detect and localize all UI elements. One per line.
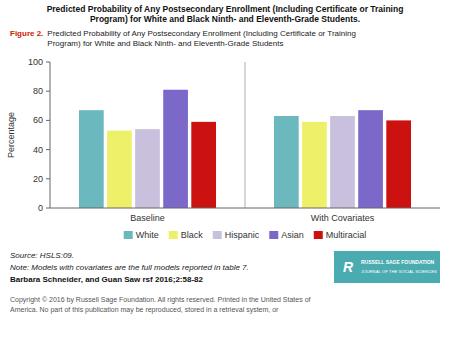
legend-label: White (136, 230, 159, 240)
y-tick-label: 20 (33, 174, 43, 184)
chart: Predicted Probability of Any Postseconda… (0, 0, 450, 338)
title: Program) for White and Black Ninth- and … (90, 14, 360, 24)
bar (107, 131, 132, 208)
y-tick (46, 120, 50, 121)
logo-text: JOURNAL OF THE SOCIAL SCIENCES (361, 269, 437, 274)
y-axis-label: Percentage (6, 112, 16, 158)
bar (274, 116, 299, 208)
logo-text: RUSSELL SAGE FOUNDATION (361, 259, 435, 265)
legend-label: Asian (281, 230, 304, 240)
y-tick-label: 100 (28, 57, 43, 67)
x-tick-label: Baseline (130, 213, 165, 223)
bar (302, 122, 327, 208)
background (0, 0, 450, 338)
legend-label: Multiracial (326, 230, 367, 240)
bar (191, 122, 216, 208)
y-tick (46, 178, 50, 179)
legend-swatch (213, 231, 222, 239)
x-axis (50, 208, 440, 209)
legend-swatch (314, 231, 323, 239)
bar (163, 90, 188, 208)
logo-mark: R (343, 259, 354, 275)
y-tick-label: 80 (33, 86, 43, 96)
bar (135, 129, 160, 208)
legend-label: Black (181, 230, 204, 240)
y-tick (46, 208, 50, 209)
legend-swatch (269, 231, 278, 239)
source: Source: HSLS:09. (10, 251, 74, 260)
copyright: America. No part of this publication may… (10, 306, 279, 314)
group-divider (245, 62, 246, 208)
x-tick-label: With Covariates (311, 213, 375, 223)
legend: White Black Hispanic Asian Multiracial (124, 230, 367, 240)
legend-swatch (169, 231, 178, 239)
note: Note: Models with covariates are the ful… (10, 263, 249, 272)
y-tick (46, 91, 50, 92)
figure-label: Figure 2. (10, 29, 43, 38)
bar (79, 110, 104, 208)
author: Barbara Schneider, and Guan Saw rsf 2016… (10, 275, 204, 284)
y-tick (46, 149, 50, 150)
legend-swatch (124, 231, 133, 239)
logo-box (334, 251, 440, 283)
bar (386, 120, 411, 208)
y-tick-label: 60 (33, 115, 43, 125)
caption: Program) for White and Black Ninth- and … (47, 39, 283, 48)
y-tick-label: 0 (38, 203, 43, 213)
title: Predicted Probability of Any Postseconda… (47, 4, 404, 14)
y-tick (46, 62, 50, 63)
caption: Predicted Probability of Any Postseconda… (47, 29, 356, 38)
y-axis (50, 62, 51, 208)
copyright: Copyright © 2016 by Russell Sage Foundat… (10, 296, 311, 304)
bar (330, 116, 355, 208)
y-tick-label: 40 (33, 145, 43, 155)
bar (358, 110, 383, 208)
legend-label: Hispanic (225, 230, 260, 240)
